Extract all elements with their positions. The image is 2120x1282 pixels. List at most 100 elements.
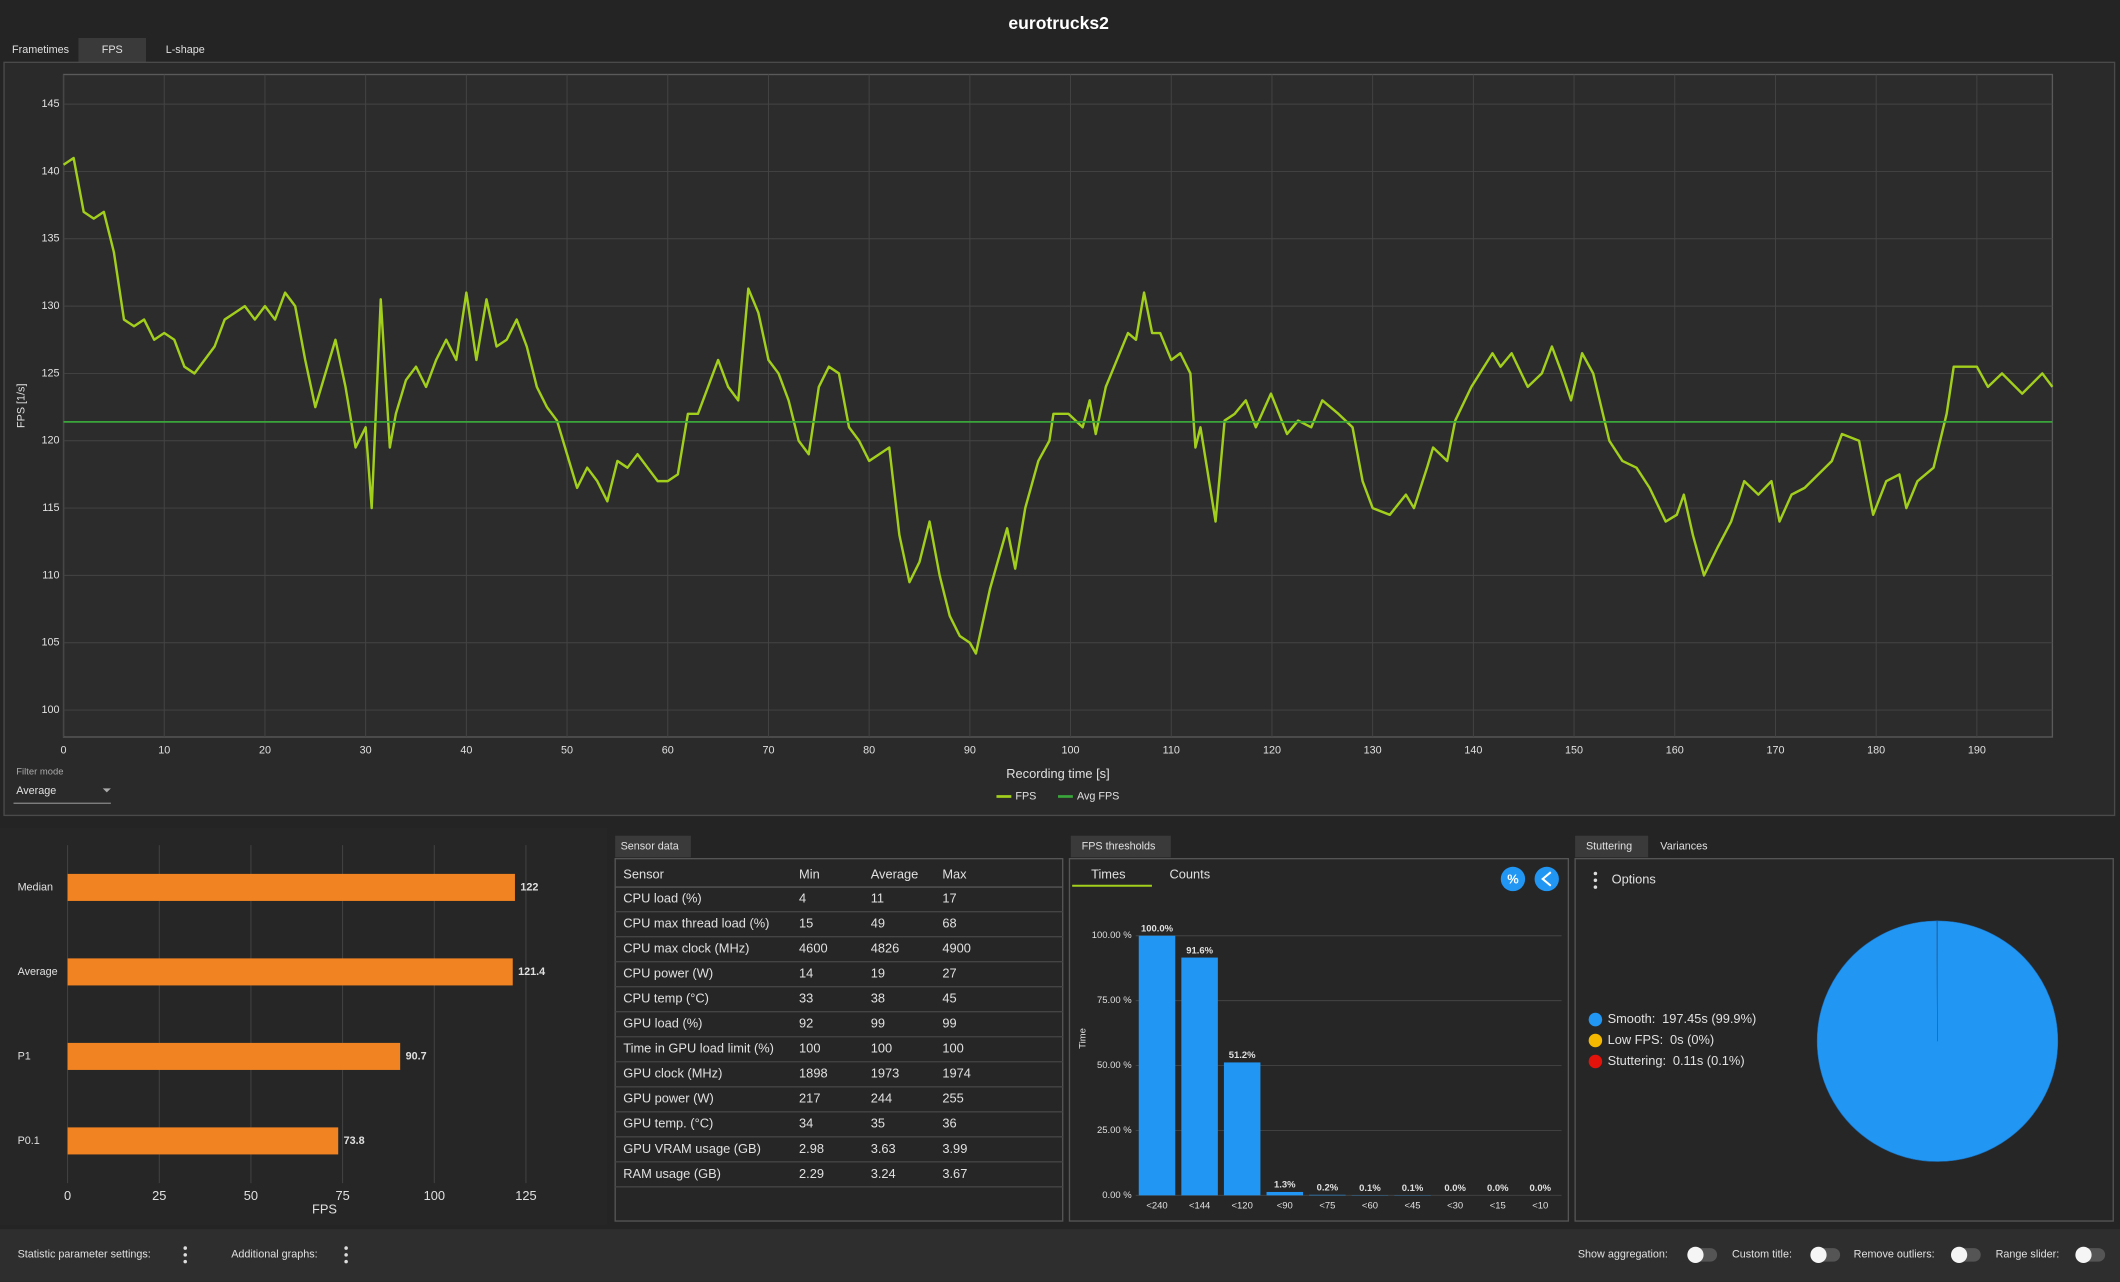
share-button[interactable]	[1534, 866, 1559, 892]
footer-label: Custom title:	[1732, 1249, 1792, 1261]
panel-tab-label[interactable]: Sensor data	[621, 840, 679, 852]
options-label[interactable]: Options	[1612, 872, 1656, 887]
legend-label: Avg FPS	[1077, 790, 1119, 802]
x-tick-label: 50	[244, 1188, 258, 1203]
percent-icon[interactable]: %	[1507, 872, 1519, 887]
table-cell: 99	[942, 1016, 956, 1031]
x-tick-label: 10	[158, 744, 170, 756]
y-tick-label: 110	[42, 569, 59, 581]
legend-label: Smooth:	[1608, 1011, 1656, 1026]
x-tick-label: 70	[762, 744, 774, 756]
data-label: 0.0%	[1444, 1183, 1466, 1194]
bar	[1223, 1062, 1261, 1196]
x-tick-label: 50	[561, 744, 573, 756]
toggle-knob[interactable]	[1950, 1246, 1968, 1263]
table-header: Sensor	[623, 866, 664, 881]
pie-slice	[1936, 920, 1938, 1042]
x-tick-label: 120	[1263, 744, 1281, 756]
x-tick-label: 80	[863, 744, 875, 756]
table-cell: 3.63	[871, 1141, 896, 1156]
panel-tab-label[interactable]: Variances	[1660, 840, 1708, 852]
table-cell: 68	[942, 916, 956, 931]
x-tick-label: 100	[424, 1188, 445, 1203]
toggle-knob[interactable]	[1687, 1246, 1704, 1263]
x-tick-label: <10	[1532, 1201, 1548, 1212]
table-cell: 3.24	[871, 1166, 896, 1181]
tab[interactable]: Frametimes	[12, 44, 70, 56]
active-tab[interactable]	[78, 37, 147, 63]
bar	[67, 1127, 339, 1155]
x-tick-label: 180	[1867, 744, 1885, 756]
x-tick-label: 30	[360, 744, 372, 756]
bar	[1138, 935, 1176, 1196]
y-tick-label: 125	[41, 367, 59, 379]
y-tick-label: 135	[41, 233, 59, 245]
table-cell: 4	[799, 891, 806, 906]
table-header: Min	[799, 866, 820, 881]
options-menu-icon[interactable]	[1593, 871, 1598, 889]
subtab[interactable]: Times	[1091, 866, 1125, 881]
table-cell: CPU power (W)	[623, 966, 713, 981]
y-tick-label: 130	[41, 300, 59, 312]
table-cell: 4826	[871, 941, 900, 956]
footer-label: Additional graphs:	[231, 1249, 317, 1261]
legend-swatch	[1588, 1033, 1603, 1048]
toggle-knob[interactable]	[2075, 1246, 2092, 1263]
table-cell: 4900	[942, 941, 971, 956]
panel-tab-label[interactable]: Stuttering	[1586, 840, 1632, 852]
menu-icon[interactable]	[344, 1246, 348, 1264]
tab[interactable]: FPS	[102, 44, 123, 56]
share-icon[interactable]	[1541, 871, 1552, 887]
y-axis-label: FPS [1/s]	[15, 384, 27, 428]
footer-label: Statistic parameter settings:	[18, 1249, 151, 1261]
table-cell: Time in GPU load limit (%)	[623, 1041, 774, 1056]
panel-tab[interactable]	[1575, 835, 1649, 858]
x-tick-label: 0	[61, 744, 67, 756]
percent-button[interactable]	[1500, 866, 1526, 892]
data-label: 0.2%	[1317, 1183, 1339, 1194]
x-tick-label: <30	[1447, 1201, 1463, 1212]
data-label: 90.7	[406, 1050, 427, 1062]
menu-icon[interactable]	[183, 1246, 187, 1264]
table-cell: 11	[871, 891, 884, 906]
table-cell: GPU load (%)	[623, 1016, 702, 1031]
plot-area	[62, 73, 2054, 738]
table-cell: 100	[942, 1041, 963, 1056]
x-tick-label: 170	[1766, 744, 1784, 756]
subtab[interactable]: Counts	[1170, 866, 1211, 881]
legend-value: 0s (0%)	[1670, 1032, 1714, 1047]
y-tick-label: 100.00 %	[1092, 930, 1133, 941]
x-tick-label: <15	[1490, 1201, 1506, 1212]
bar	[67, 1042, 401, 1070]
panel-tab[interactable]	[1070, 835, 1171, 858]
x-axis-label: FPS	[312, 1202, 337, 1217]
table-cell: 244	[871, 1091, 892, 1106]
y-tick-label: 25.00 %	[1097, 1125, 1132, 1136]
panel-tab[interactable]	[615, 835, 691, 858]
y-tick-label: 0.00 %	[1102, 1190, 1132, 1201]
x-tick-label: 125	[515, 1188, 536, 1203]
x-tick-label: 100	[1062, 744, 1080, 756]
table-cell: 99	[871, 1016, 885, 1031]
category-label: P1	[18, 1050, 31, 1062]
table-cell: CPU temp (°C)	[623, 991, 709, 1006]
data-label: 0.1%	[1359, 1183, 1381, 1194]
table-cell: 49	[871, 916, 885, 931]
x-tick-label: 150	[1565, 744, 1583, 756]
y-tick-label: 50.00 %	[1097, 1060, 1132, 1071]
bar	[1181, 957, 1218, 1196]
y-tick-label: 100	[41, 704, 59, 716]
toggle-knob[interactable]	[1810, 1246, 1827, 1263]
legend-value: 197.45s (99.9%)	[1662, 1011, 1756, 1026]
filter-value[interactable]: Average	[16, 785, 56, 797]
tab[interactable]: L-shape	[166, 44, 205, 56]
dropdown-arrow[interactable]	[102, 788, 111, 793]
table-header: Average	[871, 866, 919, 881]
x-tick-label: <240	[1146, 1201, 1167, 1212]
table-cell: 1898	[799, 1066, 828, 1081]
panel-tab-label[interactable]: FPS thresholds	[1082, 840, 1156, 852]
table-cell: GPU temp. (°C)	[623, 1116, 713, 1131]
table-cell: 217	[799, 1091, 820, 1106]
table-cell: 3.67	[942, 1166, 967, 1181]
